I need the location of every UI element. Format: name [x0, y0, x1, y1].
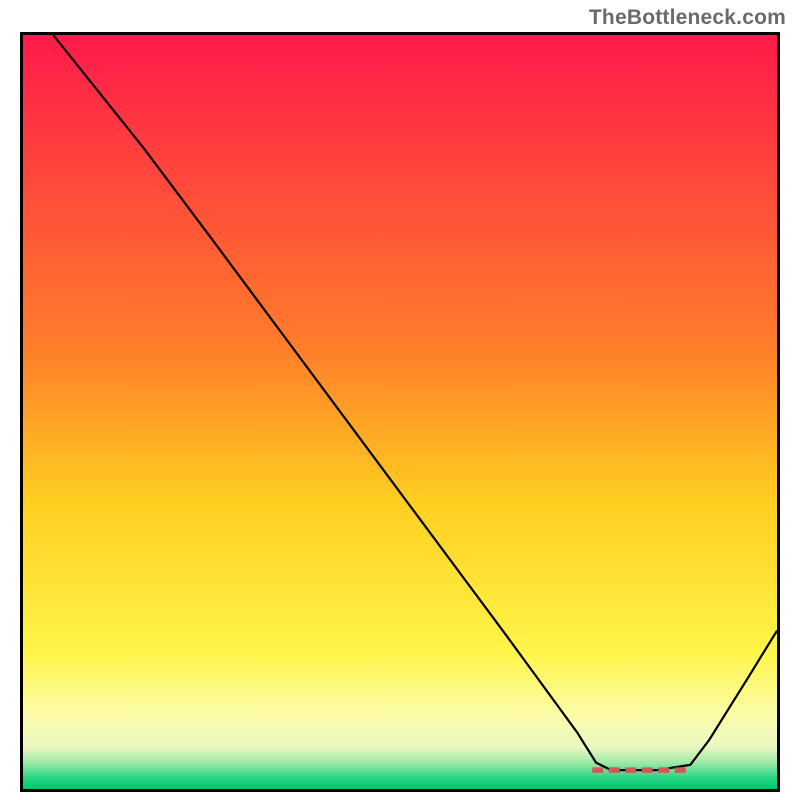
watermark: TheBottleneck.com	[589, 6, 786, 30]
curve-layer	[23, 35, 777, 789]
bottleneck-curve	[53, 35, 777, 770]
plot-area	[20, 32, 780, 792]
chart-container: TheBottleneck.com	[0, 0, 800, 800]
